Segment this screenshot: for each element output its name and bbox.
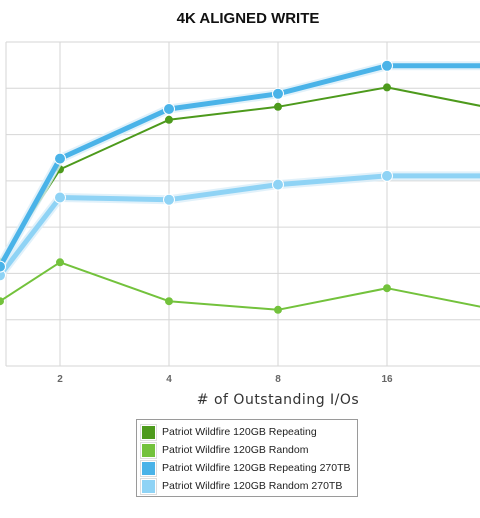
x-axis-ticks: 2 4 8 16 <box>57 374 393 385</box>
data-point <box>381 59 393 72</box>
legend-swatch <box>141 424 156 440</box>
legend-item: Patriot Wildfire 120GB Random <box>141 441 353 459</box>
plot-background <box>6 42 480 366</box>
data-point <box>56 258 64 267</box>
legend-item: Patriot Wildfire 120GB Repeating <box>141 423 353 441</box>
data-point <box>54 191 66 204</box>
series-3 <box>0 169 480 282</box>
data-point <box>163 103 175 115</box>
legend-swatch <box>141 478 156 494</box>
x-axis-label: # of Outstanding I/Os <box>197 392 359 408</box>
data-point <box>383 83 391 92</box>
data-point <box>272 87 284 100</box>
data-point <box>274 102 282 111</box>
legend-label: Patriot Wildfire 120GB Repeating 270TB <box>162 462 351 474</box>
chart-title: 4K ALIGNED WRITE <box>177 10 320 27</box>
data-point <box>0 269 6 282</box>
series-1 <box>0 258 480 314</box>
legend-label: Patriot Wildfire 120GB Random 270TB <box>162 480 343 492</box>
data-point <box>383 284 391 293</box>
data-point <box>163 193 175 206</box>
data-point <box>54 152 66 165</box>
data-point <box>0 297 4 306</box>
x-tick-label: 8 <box>275 374 281 385</box>
x-tick-label: 4 <box>166 374 172 385</box>
x-tick-label: 16 <box>381 374 393 385</box>
legend-label: Patriot Wildfire 120GB Random <box>162 444 309 456</box>
data-point <box>381 169 393 182</box>
legend-item: Patriot Wildfire 120GB Random 270TB <box>141 477 353 495</box>
legend-swatch <box>141 442 156 458</box>
legend: Patriot Wildfire 120GB Repeating Patriot … <box>136 419 358 497</box>
data-point <box>165 297 173 306</box>
plot-grid <box>5 41 480 367</box>
series-line <box>0 261 480 311</box>
x-tick-label: 2 <box>57 374 63 385</box>
data-point <box>274 305 282 314</box>
legend-item: Patriot Wildfire 120GB Repeating 270TB <box>141 459 353 477</box>
series-line <box>0 63 480 270</box>
data-point <box>272 178 284 191</box>
legend-label: Patriot Wildfire 120GB Repeating <box>162 426 317 438</box>
series-2 <box>0 59 480 273</box>
legend-swatch <box>141 460 156 476</box>
series-layer <box>0 59 480 314</box>
data-point <box>0 260 6 273</box>
series-line <box>0 173 480 278</box>
data-point <box>165 115 173 124</box>
